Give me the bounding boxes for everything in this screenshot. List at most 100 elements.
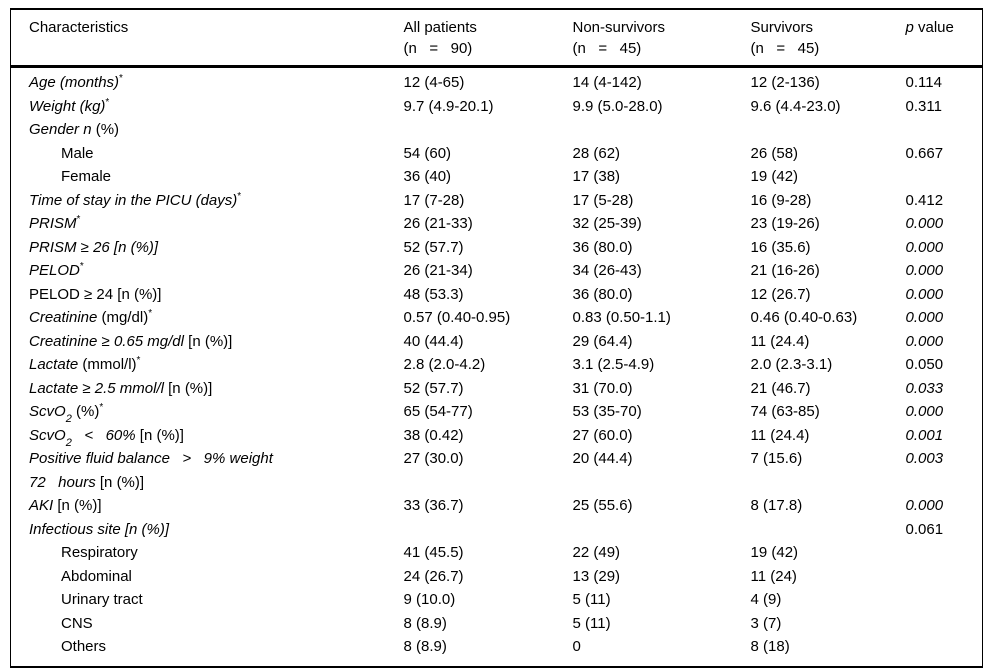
value-cell: 0: [572, 638, 581, 655]
p-value-cell: 0.000: [905, 215, 944, 232]
label-segment: PRISM: [29, 215, 77, 232]
value-cell: 12 (26.7): [750, 285, 811, 303]
row-label: Positive fluid balance > 9% weight 72 hou…: [11, 447, 404, 494]
label-segment: 72 hours: [29, 473, 96, 491]
label-segment: < 60%: [71, 426, 136, 444]
table-row: Lactate ≥ 2.5 mmol/l [n (%)] 52 (57.7) 31 …: [11, 377, 983, 401]
value-cell: 8 (8.9): [403, 614, 447, 632]
value-cell: 2.8 (2.0-4.2): [403, 356, 486, 373]
value-cell: 29 (64.4): [572, 332, 633, 350]
footnote-asterisk: *: [136, 355, 141, 366]
p-value-cell: 0.000: [905, 309, 944, 326]
p-value-cell: [906, 165, 983, 189]
value-cell: 52 (57.7): [403, 379, 464, 397]
value-cell: 7 (15.6): [750, 450, 803, 467]
label-segment: Lactate ≥ 2.5 mmol/l: [29, 379, 164, 397]
label-segment: Positive fluid balance > 9% weight: [29, 450, 273, 467]
value-cell: 36 (80.0): [572, 238, 633, 256]
header-title: All patients: [403, 19, 477, 36]
row-label: Respiratory: [11, 541, 404, 565]
table-row: AKI [n (%)] 33 (36.7) 25 (55.6) 8 (17.8) 0.0…: [11, 494, 983, 518]
table-row: PELOD ≥ 24 [n (%)] 48 (53.3) 36 (80.0) 12 (…: [11, 283, 983, 307]
value-cell: 17 (5-28): [572, 191, 634, 209]
row-label: Creatinine (mg/dl)*: [11, 306, 404, 330]
value-cell: [573, 118, 751, 142]
label-segment: Weight (kg): [29, 97, 106, 115]
value-cell: 16 (9-28): [750, 191, 812, 209]
table-row: ScvO2 < 60% [n (%)] 38 (0.42) 27 (60.0) 11 …: [11, 424, 983, 449]
value-cell: 26 (58): [750, 144, 799, 162]
p-value-cell: 0.050: [905, 356, 944, 373]
p-value-cell: 0.061: [905, 520, 944, 538]
value-cell: 8 (17.8): [750, 497, 803, 514]
value-cell: 0.83 (0.50-1.1): [572, 309, 671, 326]
row-label: Lactate (mmol/l)*: [11, 353, 404, 377]
row-label: Female: [11, 165, 404, 189]
label-segment: [n (%)]: [53, 497, 102, 514]
value-cell: [573, 518, 751, 542]
value-cell: 9 (10.0): [403, 591, 456, 608]
value-cell: 9.9 (5.0-28.0): [572, 97, 663, 115]
value-cell: 27 (30.0): [403, 450, 464, 467]
table-row: Creatinine ≥ 0.65 mg/dl [n (%)] 40 (44.4)…: [11, 330, 983, 354]
label-segment: Urinary tract: [61, 591, 143, 608]
row-label: Gender n (%): [11, 118, 404, 142]
table-row: Male 54 (60) 28 (62) 26 (58) 0.667: [11, 142, 983, 166]
p-value-cell: 0.000: [905, 403, 944, 420]
label-segment: CNS: [61, 614, 93, 632]
value-cell: 5 (11): [572, 614, 611, 632]
value-cell: 9.6 (4.4-23.0): [750, 97, 841, 115]
row-label: Abdominal: [11, 565, 404, 589]
row-label: PRISM ≥ 26 [n (%)]: [11, 236, 404, 260]
table-row: Respiratory 41 (45.5) 22 (49) 19 (42): [11, 541, 983, 565]
table-row: PRISM ≥ 26 [n (%)] 52 (57.7) 36 (80.0) 16 (…: [11, 236, 983, 260]
value-cell: 36 (40): [403, 168, 452, 185]
value-cell: 17 (38): [572, 168, 621, 185]
value-cell: 32 (25-39): [572, 215, 642, 232]
header-n-count: (n = 90): [403, 40, 473, 57]
row-label: Time of stay in the PICU (days)*: [11, 189, 404, 213]
value-cell: 5 (11): [572, 591, 611, 608]
p-value-cell: 0.412: [905, 191, 944, 209]
label-segment: ScvO: [29, 403, 66, 420]
value-cell: 8 (8.9): [403, 638, 447, 655]
row-label: ScvO2 < 60% [n (%)]: [11, 424, 404, 449]
value-cell: 48 (53.3): [403, 285, 464, 303]
row-label: Weight (kg)*: [11, 95, 404, 119]
value-cell: 16 (35.6): [750, 238, 811, 256]
row-label: Creatinine ≥ 0.65 mg/dl [n (%)]: [11, 330, 404, 354]
table-header: Characteristics All patients (n = 90) Non…: [10, 9, 983, 68]
footnote-asterisk: *: [76, 214, 81, 225]
row-label: Male: [11, 142, 404, 166]
value-cell: 22 (49): [572, 544, 621, 561]
value-cell: 13 (29): [572, 567, 621, 585]
value-cell: 54 (60): [403, 144, 452, 162]
label-segment: (mg/dl): [97, 309, 149, 326]
value-cell: 27 (60.0): [572, 426, 633, 444]
value-cell: 11 (24.4): [750, 426, 810, 444]
label-segment: Creatinine ≥ 0.65 mg/dl: [29, 332, 184, 350]
value-cell: [751, 118, 906, 142]
p-value-cell: [906, 565, 983, 589]
table-row: Others 8 (8.9) 0 8 (18): [11, 635, 983, 667]
label-segment: PELOD ≥ 24 [n (%)]: [29, 285, 162, 303]
characteristics-table: Characteristics All patients (n = 90) Non…: [10, 8, 983, 668]
label-segment: Abdominal: [61, 567, 132, 585]
table-row: Creatinine (mg/dl)* 0.57 (0.40-0.95) 0.83 …: [11, 306, 983, 330]
label-segment: Lactate: [29, 356, 79, 373]
value-cell: 4 (9): [750, 591, 782, 608]
value-cell: 31 (70.0): [572, 379, 633, 397]
col-header-non-survivors: Non-survivors (n = 45): [572, 9, 751, 68]
table-row: Lactate (mmol/l)* 2.8 (2.0-4.2) 3.1 (2.5-4…: [11, 353, 983, 377]
col-header-survivors: Survivors (n = 45): [750, 9, 906, 68]
footnote-asterisk: *: [99, 402, 104, 413]
value-cell: 21 (46.7): [750, 379, 811, 397]
row-label: ScvO2 (%)*: [11, 400, 404, 425]
value-cell: 74 (63-85): [750, 403, 820, 420]
value-cell: [404, 518, 573, 542]
p-value-cell: 0.311: [905, 97, 942, 115]
value-cell: 19 (42): [750, 168, 799, 185]
p-value-cell: 0.114: [905, 74, 942, 91]
label-segment: Female: [61, 168, 112, 185]
